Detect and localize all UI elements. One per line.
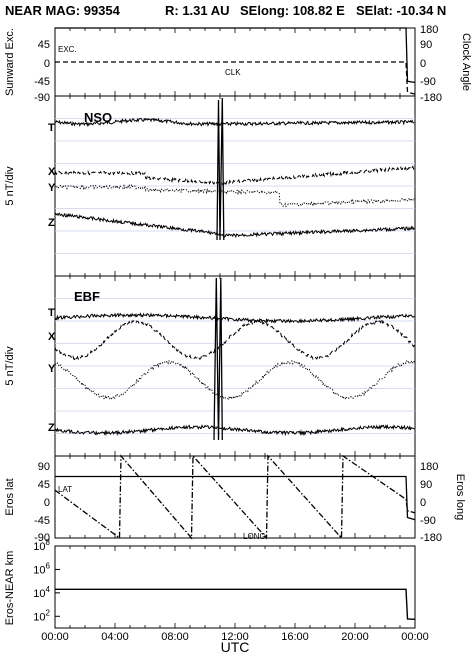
series-lat [55,475,416,521]
x-tick-label: 20:00 [341,631,369,643]
distance-tick-labels: 108 106 104 102 [33,538,50,623]
ebf-label-y: Y [48,363,56,375]
eros-lat-tick-0: 0 [44,497,50,509]
eros-lat-tick-45: 45 [38,479,50,491]
clock-tick-m90: -90 [420,76,436,88]
nso-trace-x [54,165,415,186]
eros-lat-tick-m45: -45 [34,515,50,527]
x-axis-label: UTC [221,639,250,655]
data-series [54,27,416,620]
sunward-left-label: Sunward Exc. [4,28,16,96]
nso-spike [216,97,225,241]
clk-series-label: CLK [225,68,241,77]
x-tick-label: 04:00 [101,631,129,643]
clock-tick-180: 180 [420,24,438,36]
title-r: R: 1.31 AU [165,3,230,18]
eros-right-label: Eros long [454,474,466,520]
nso-ylabel: 5 nT/div [4,166,16,206]
distance-ylabel: Eros-NEAR km [4,551,16,626]
nso-label-y: Y [48,182,56,194]
nso-label-t: T [48,122,55,134]
distance-tick-label: 102 [33,608,50,623]
nso-trace-t [54,117,415,128]
clock-tick-m180: -180 [420,92,442,104]
eros-long-tick-0: 0 [420,497,426,509]
series-long [54,454,416,540]
distance-tick-label: 106 [33,561,50,576]
ebf-spike [213,277,223,441]
ebf-trace-x [54,319,415,361]
ebf-label-z: Z [48,422,55,434]
eros-long-tick-m90: -90 [420,515,436,527]
ebf-trace-t [54,312,415,324]
ebf-title: EBF [74,289,100,304]
eros-lat-tick-m90: -90 [34,532,50,544]
title-selat: SElat: -10.34 N [356,3,446,18]
title-selong: SElong: 108.82 E [240,3,345,18]
title-instrument: NEAR MAG: 99354 [5,3,121,18]
ebf-ylabel: 5 nT/div [4,346,16,386]
sunward-tick-45: 45 [38,39,50,51]
ebf-trace-z [54,423,415,437]
x-tick-label: 00:00 [401,631,429,643]
panel-eros-frame [54,455,416,539]
eros-long-tick-90: 90 [420,479,432,491]
ebf-label-x: X [48,331,56,343]
sunward-tick-m90: -90 [34,92,50,104]
distance-tick-label: 104 [33,585,50,600]
sunward-tick-m45: -45 [34,76,50,88]
eros-lat-tick-90: 90 [38,461,50,473]
ebf-label-t: T [48,307,55,319]
lat-series-label: LAT [58,485,72,494]
exc-series-label: EXC. [58,45,77,54]
sunward-tick-0: 0 [44,58,50,70]
clock-tick-0: 0 [420,58,426,70]
distance-tick-label: 108 [33,538,50,553]
x-tick-label: 00:00 [41,631,69,643]
x-tick-label: 08:00 [161,631,189,643]
eros-long-tick-180: 180 [420,461,438,473]
long-series-label: LONG [243,532,266,541]
sunward-right-label: Clock Angle [460,33,472,91]
x-tick-label: 12:00 [221,631,249,643]
panel-distance-frame [54,545,416,629]
nso-trace-z [54,212,415,239]
nso-trace-y [54,183,415,208]
eros-long-tick-m180: -180 [420,532,442,544]
nso-label-x: X [48,166,56,178]
series-clk [55,61,416,95]
clock-tick-90: 90 [420,39,432,51]
ebf-trace-y [54,359,415,400]
series-distance [55,588,416,620]
nso-label-z: Z [48,217,55,229]
x-tick-label: 16:00 [281,631,309,643]
x-tick-labels: 00:00 04:00 08:00 12:00 16:00 20:00 00:00 [41,631,429,643]
eros-left-label: Eros lat [4,478,16,515]
nso-title: NSO [84,110,112,125]
